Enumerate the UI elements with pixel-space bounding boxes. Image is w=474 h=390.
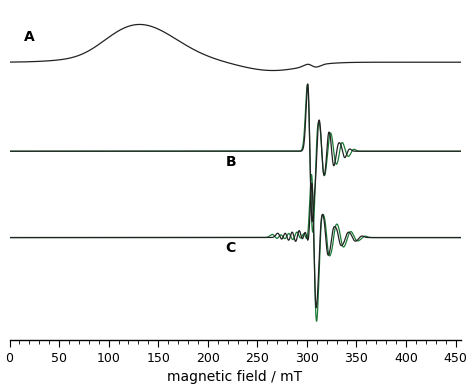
- X-axis label: magnetic field / mT: magnetic field / mT: [167, 370, 302, 385]
- Text: C: C: [226, 241, 236, 255]
- Text: A: A: [25, 30, 35, 44]
- Text: B: B: [226, 155, 236, 169]
